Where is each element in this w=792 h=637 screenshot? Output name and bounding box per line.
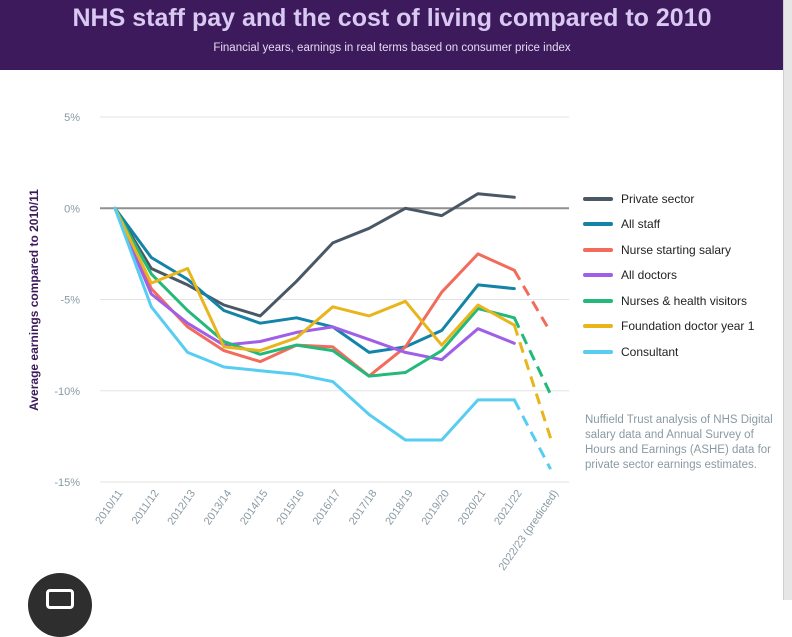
x-tick-label: 2010/11 — [93, 488, 125, 527]
window-edge — [784, 0, 792, 600]
x-tick-label: 2018/19 — [383, 488, 416, 527]
legend-swatch — [583, 222, 613, 227]
legend: Private sector All staff Nurse starting sa… — [583, 186, 754, 365]
series-predicted-line — [512, 399, 552, 470]
legend-swatch — [583, 196, 613, 201]
chart-title: NHS staff pay and the cost of living com… — [72, 4, 712, 32]
series-predicted-line — [513, 269, 552, 334]
y-tick-label: -5% — [60, 295, 80, 307]
legend-item: All doctors — [583, 263, 754, 289]
legend-label: All doctors — [621, 268, 678, 283]
y-tick-label: 0% — [64, 203, 80, 215]
legend-item: Consultant — [583, 339, 754, 365]
legend-item: Foundation doctor year 1 — [583, 314, 754, 340]
y-axis-label: Average earnings compared to 2010/11 — [27, 189, 41, 411]
y-tick-label: -15% — [54, 477, 80, 489]
header-banner — [0, 0, 784, 70]
series-line — [113, 206, 516, 378]
x-tick-label: 2013/14 — [202, 488, 235, 527]
series-line — [113, 192, 516, 318]
series-line — [113, 206, 516, 442]
x-tick-label: 2017/18 — [347, 488, 380, 527]
legend-label: Nurse starting salary — [621, 242, 732, 257]
legend-swatch — [583, 298, 613, 303]
x-tick-label: 2021/22 — [492, 488, 525, 527]
legend-item: Private sector — [583, 186, 754, 212]
legend-item: All staff — [583, 212, 754, 238]
legend-label: Consultant — [621, 344, 679, 359]
legend-swatch — [583, 349, 613, 354]
x-tick-label: 2011/12 — [130, 488, 162, 527]
series-predicted-line — [512, 317, 552, 396]
x-tick-label: 2020/21 — [456, 488, 489, 527]
legend-label: Private sector — [621, 191, 695, 206]
legend-label: All staff — [621, 217, 661, 232]
y-tick-label: 5% — [64, 112, 80, 124]
window-edge-line — [783, 0, 784, 600]
legend-item: Nurses & health visitors — [583, 288, 754, 314]
x-tick-label: 2012/13 — [165, 488, 198, 527]
legend-label: Nurses & health visitors — [621, 293, 748, 308]
x-tick-label: 2015/16 — [274, 488, 307, 527]
legend-swatch — [583, 247, 613, 252]
legend-label: Foundation doctor year 1 — [621, 319, 755, 334]
legend-swatch — [583, 324, 613, 329]
x-tick-label: 2019/20 — [420, 488, 453, 527]
y-tick-label: -10% — [54, 386, 80, 398]
legend-item: Nurse starting salary — [583, 237, 754, 263]
x-tick-label: 2014/15 — [238, 488, 271, 527]
x-tick-label: 2016/17 — [311, 488, 344, 527]
series-predicted-line — [512, 324, 553, 439]
chart-subtitle: Financial years, earnings in real terms … — [213, 42, 571, 54]
line-chart: 5% 0% -5% -10% -15% 2010/11 2011/12 2012/13 2013… — [54, 112, 569, 573]
series-line — [113, 206, 516, 362]
series-line — [113, 206, 516, 353]
camera-icon — [46, 589, 74, 609]
source-note: Nuffield Trust analysis of NHS Digital s… — [585, 414, 773, 471]
legend-swatch — [583, 273, 613, 278]
series-line — [113, 206, 516, 378]
